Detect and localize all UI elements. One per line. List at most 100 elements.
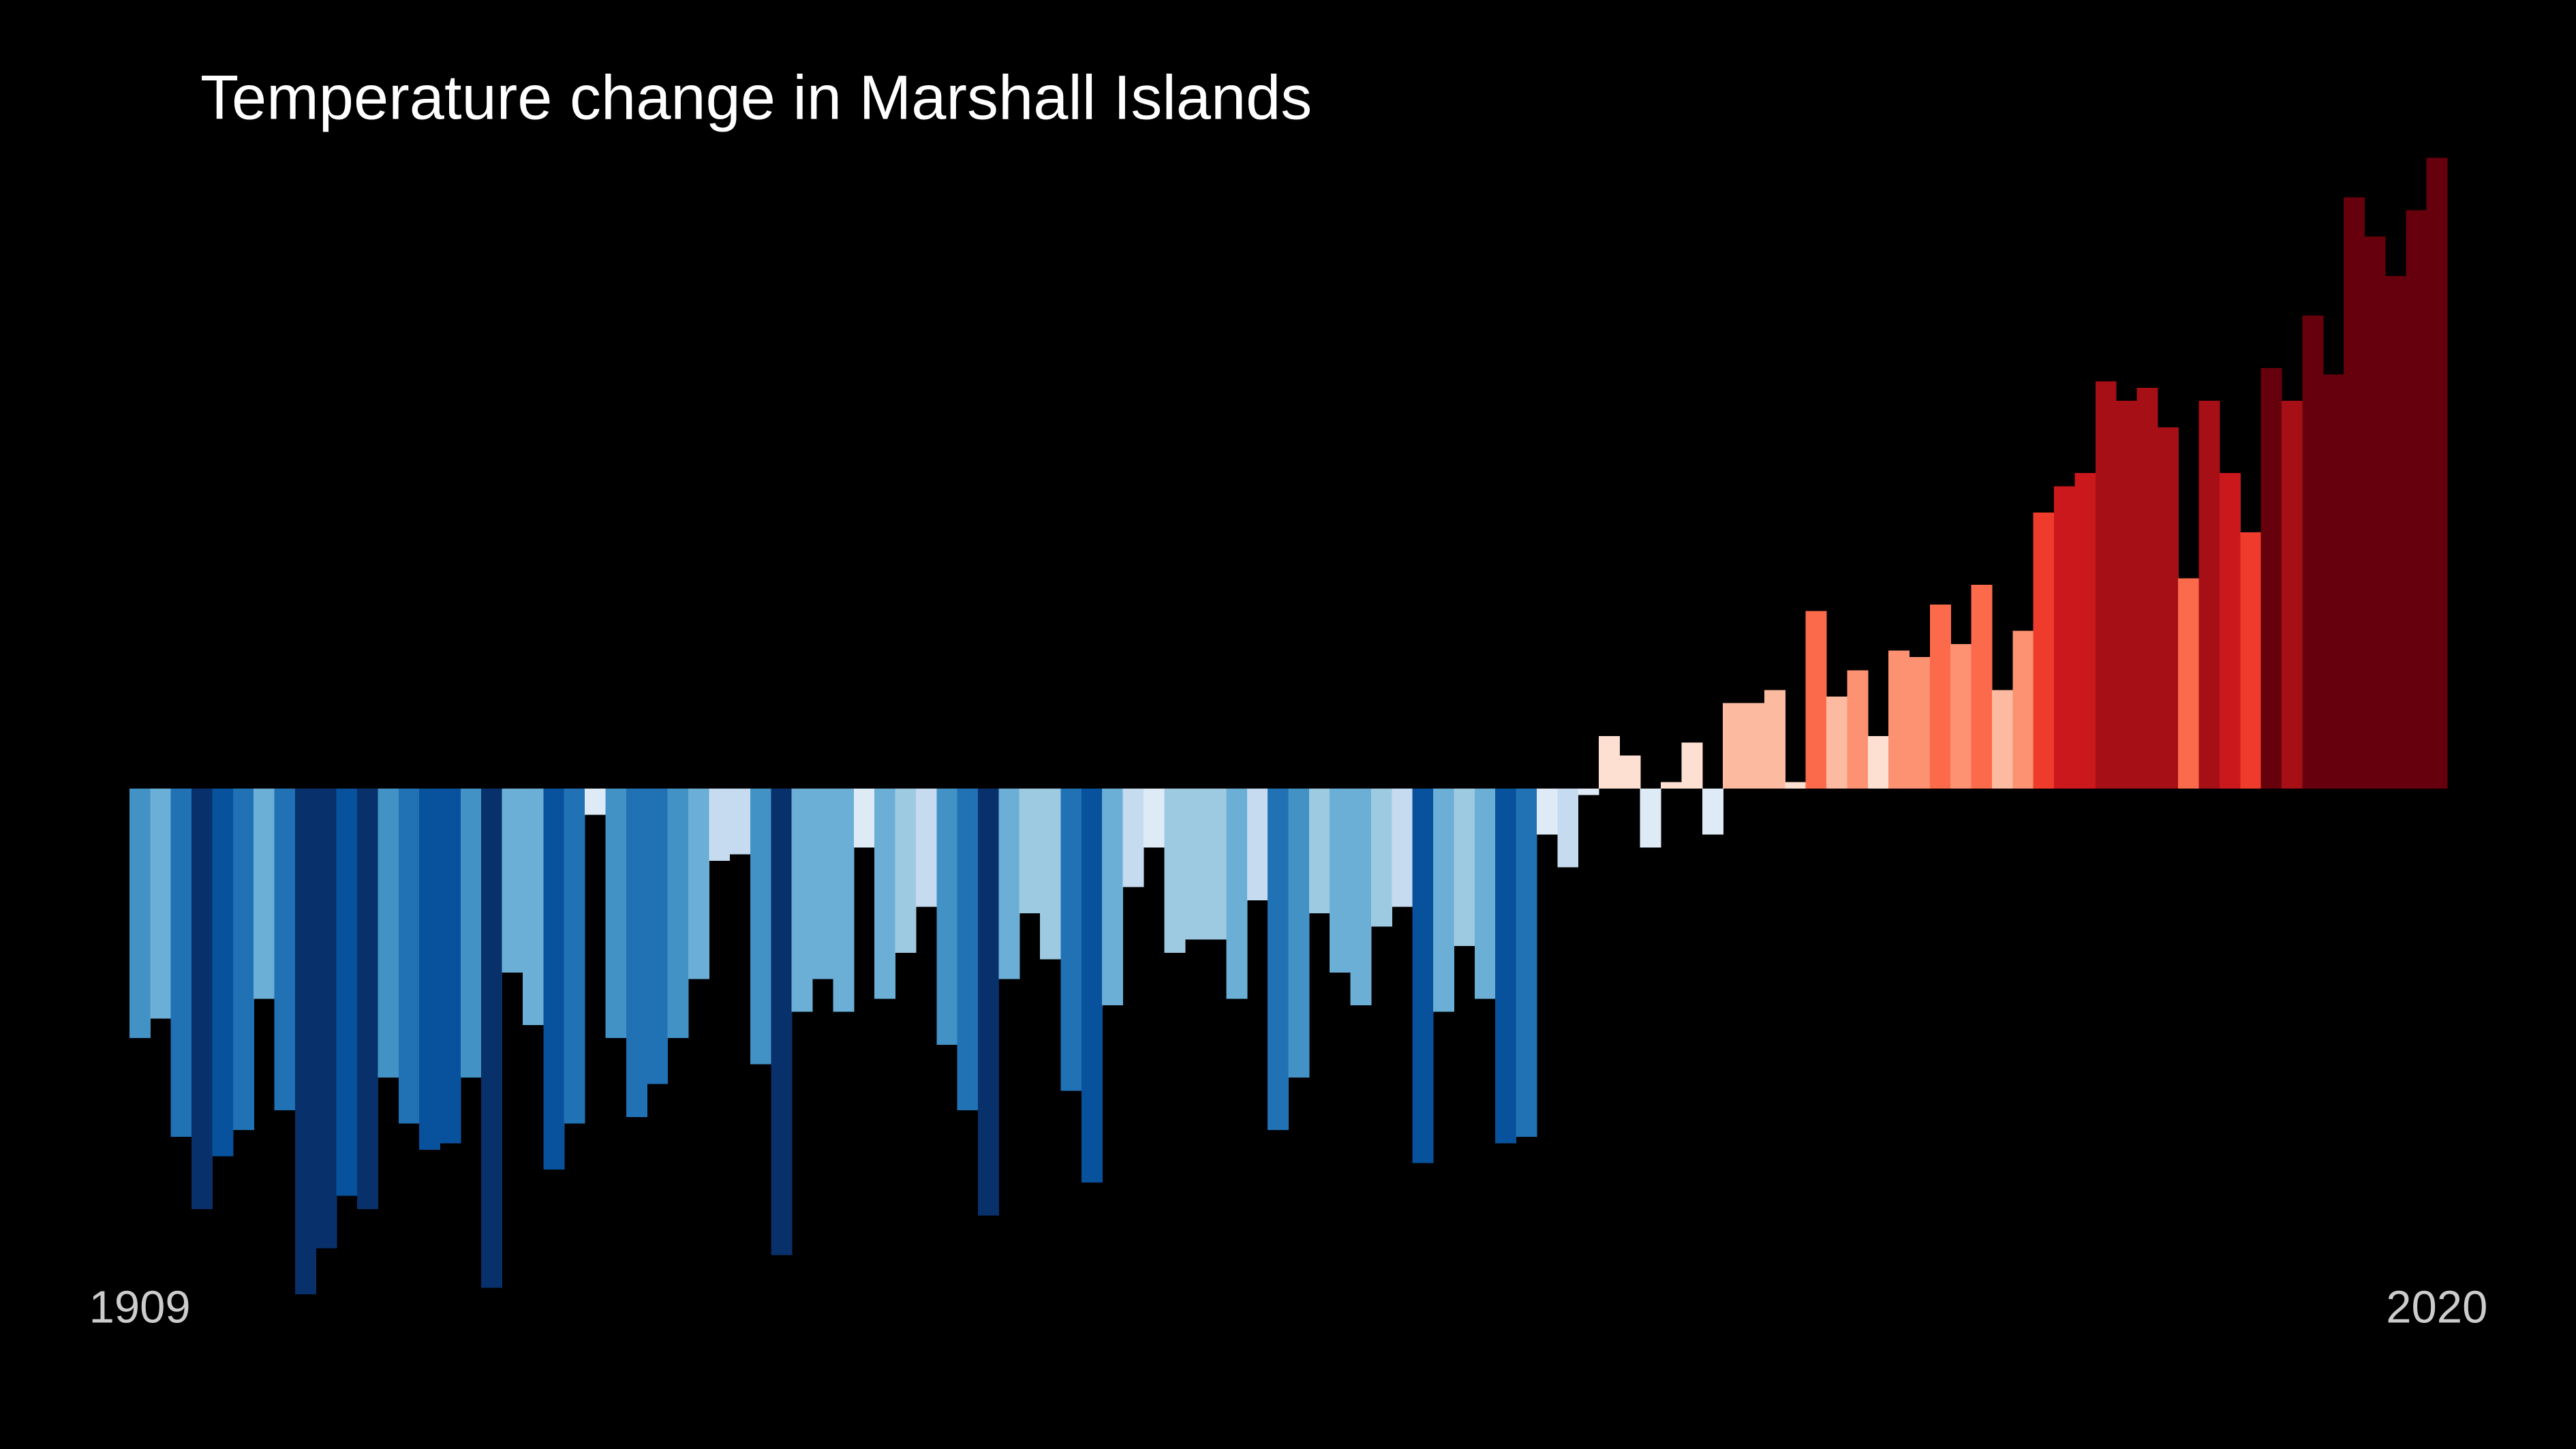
bar	[1950, 643, 1972, 789]
bar	[895, 788, 917, 953]
bar	[1268, 788, 1289, 1131]
bar	[1557, 788, 1579, 868]
bar	[170, 788, 192, 1137]
bar	[1164, 788, 1186, 953]
bar	[1454, 788, 1475, 947]
bar	[2364, 237, 2386, 789]
bar	[1991, 690, 2013, 789]
bar	[1495, 788, 1517, 1144]
bar	[294, 788, 316, 1295]
bar	[1578, 788, 1599, 795]
bar	[750, 788, 771, 1065]
bar	[1785, 782, 1807, 789]
bar	[1019, 788, 1041, 914]
bar	[440, 788, 461, 1144]
bar	[2426, 157, 2448, 789]
bar	[1536, 788, 1558, 835]
bar	[129, 788, 151, 1039]
bar	[667, 788, 689, 1039]
bar	[688, 788, 709, 979]
chart-title: Temperature change in Marshall Islands	[200, 63, 1312, 132]
bar	[1764, 690, 1785, 789]
bar	[2302, 315, 2324, 789]
bar	[1122, 788, 1144, 887]
bar	[1226, 788, 1248, 999]
bar	[1330, 788, 1351, 973]
bar	[522, 788, 544, 1025]
bar	[2322, 374, 2344, 789]
bar	[254, 788, 275, 999]
bar	[2074, 473, 2096, 789]
bar	[1308, 788, 1330, 914]
bar	[605, 788, 627, 1039]
bar	[915, 788, 937, 907]
bar	[2282, 401, 2303, 789]
x-tick-label: 1909	[89, 1282, 191, 1333]
bar	[1143, 788, 1165, 848]
bar	[378, 788, 399, 1078]
bar	[1909, 657, 1931, 789]
bar	[1847, 670, 1869, 789]
bar	[729, 788, 751, 855]
bar	[1867, 735, 1889, 789]
bar	[212, 788, 234, 1157]
bar	[232, 788, 254, 1131]
bar	[2260, 368, 2282, 789]
bar	[150, 788, 172, 1019]
bar	[1412, 788, 1434, 1163]
bar	[1433, 788, 1455, 1012]
bar	[1040, 788, 1062, 960]
bar	[585, 788, 607, 815]
bar	[1516, 788, 1537, 1137]
bar	[316, 788, 337, 1249]
bar	[1184, 788, 1206, 940]
bar	[1619, 755, 1641, 789]
bar	[564, 788, 585, 1124]
bar	[357, 788, 378, 1209]
bar	[1743, 703, 1765, 789]
bar	[978, 788, 999, 1216]
bar	[1060, 788, 1082, 1091]
bar	[1246, 788, 1268, 900]
bar	[1350, 788, 1372, 1005]
bar	[709, 788, 731, 861]
bar	[2054, 486, 2076, 789]
bar	[191, 788, 213, 1209]
bar	[2116, 401, 2138, 789]
bar	[543, 788, 565, 1170]
bar	[2240, 532, 2262, 789]
bar	[2385, 276, 2406, 789]
bar	[1723, 703, 1745, 789]
bar	[1661, 782, 1683, 789]
bar	[2406, 210, 2427, 789]
bar	[812, 788, 834, 979]
bar	[2178, 578, 2200, 789]
bar	[647, 788, 669, 1084]
bar	[833, 788, 855, 1012]
bar	[274, 788, 296, 1111]
bar	[2157, 427, 2179, 789]
bar	[1681, 742, 1703, 789]
bar	[791, 788, 813, 1012]
bar	[1826, 696, 1847, 789]
bar	[2219, 473, 2241, 789]
bar	[1392, 788, 1413, 907]
bar	[2095, 381, 2117, 789]
bar	[771, 788, 793, 1255]
bar	[936, 788, 958, 1045]
bar	[2198, 401, 2220, 789]
bar	[1370, 788, 1392, 927]
bar	[1805, 611, 1827, 789]
bar	[2033, 513, 2055, 789]
bar	[1288, 788, 1310, 1078]
bar	[2344, 197, 2365, 789]
bar	[853, 788, 875, 848]
bar	[957, 788, 979, 1111]
bar	[502, 788, 523, 973]
bar	[1598, 735, 1620, 789]
bar	[1888, 650, 1910, 789]
bar	[336, 788, 358, 1196]
bar	[998, 788, 1020, 979]
